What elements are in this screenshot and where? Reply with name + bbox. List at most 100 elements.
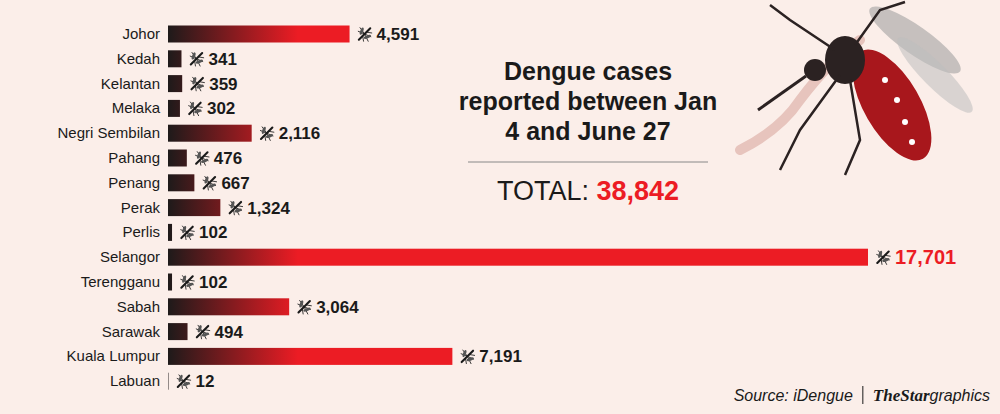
icon-legs <box>180 275 194 289</box>
category-label: Sabah <box>117 298 160 315</box>
icon-wing <box>189 101 194 109</box>
icon-wing <box>195 59 203 64</box>
icon-wing <box>359 27 364 35</box>
mosquito-icon <box>229 201 243 216</box>
data-label: 17,701 <box>895 246 956 268</box>
data-label: 102 <box>199 273 227 292</box>
icon-legs <box>260 127 274 141</box>
icon-legs <box>461 350 475 364</box>
mosquito-icon <box>298 300 312 315</box>
bar <box>168 125 252 142</box>
illustration-thorax <box>825 36 865 84</box>
icon-legs <box>180 226 194 240</box>
bar <box>168 50 181 67</box>
category-label: Johor <box>122 25 160 42</box>
illustration-leg <box>855 2 905 45</box>
icon-legs <box>196 325 210 339</box>
bar <box>168 323 188 340</box>
mosquito-icon <box>876 250 890 265</box>
data-label: 476 <box>214 149 242 168</box>
illustration-spot <box>909 139 915 145</box>
icon-wing <box>201 158 209 163</box>
icon-wing <box>303 307 311 312</box>
category-label: Sarawak <box>102 323 161 340</box>
bar <box>168 100 180 117</box>
bar <box>168 249 868 266</box>
category-label: Labuan <box>110 372 160 389</box>
mosquito-illustration <box>740 0 980 175</box>
category-label: Kedah <box>117 50 160 67</box>
icon-legs <box>177 375 191 389</box>
icon-legs <box>203 176 217 190</box>
labels: Johor4,591Kedah341Kelantan359Melaka302Ne… <box>57 25 956 391</box>
illustration-spot <box>882 77 888 83</box>
illustration-leg <box>845 80 860 175</box>
data-label: 302 <box>207 99 235 118</box>
mosquito-icon <box>203 176 217 191</box>
data-label: 4,591 <box>377 25 420 44</box>
credit: TheStargraphics <box>873 386 990 405</box>
icon-wing <box>299 300 304 308</box>
icon-legs <box>191 77 205 91</box>
mosquito-icon <box>180 275 194 290</box>
background <box>0 0 1000 414</box>
icon-wing <box>234 208 242 213</box>
icon-wing <box>466 357 474 362</box>
data-label: 3,064 <box>316 298 359 317</box>
category-label: Melaka <box>112 99 161 116</box>
data-label: 2,116 <box>279 124 321 143</box>
illustration-leg <box>770 5 835 50</box>
category-label: Kuala Lumpur <box>67 347 160 364</box>
icon-wing <box>182 381 190 386</box>
icon-legs <box>190 52 204 66</box>
icon-wing <box>191 52 196 60</box>
bar <box>168 150 187 167</box>
icon-wing <box>877 250 882 258</box>
icon-wing <box>196 84 204 89</box>
title-line: Dengue cases <box>504 57 672 85</box>
credit-logo: TheStar <box>873 386 930 405</box>
category-label: Penang <box>108 174 160 191</box>
icon-wing <box>181 275 186 283</box>
illustration-proboscis <box>758 76 806 110</box>
icon-wing <box>197 325 202 333</box>
mosquito-icon <box>188 101 202 116</box>
title: Dengue casesreported between Jan4 and Ju… <box>459 57 717 145</box>
title-line: reported between Jan <box>459 87 717 115</box>
icon-wing <box>208 183 216 188</box>
icon-wing <box>181 225 186 233</box>
mosquito-icon <box>191 77 205 92</box>
total: TOTAL: 38,842 <box>497 176 679 206</box>
data-label: 12 <box>195 372 214 391</box>
bar <box>168 174 194 191</box>
category-label: Terengganu <box>81 273 160 290</box>
data-label: 1,324 <box>247 199 290 218</box>
icon-wing <box>194 109 202 114</box>
category-label: Selangor <box>100 248 160 265</box>
mosquito-icon <box>358 27 372 42</box>
icon-wing <box>882 257 890 262</box>
icon-legs <box>188 102 202 116</box>
icon-legs <box>358 27 372 41</box>
bar <box>168 274 172 291</box>
icon-legs <box>195 151 209 165</box>
mosquito-icon <box>195 151 209 166</box>
category-label: Perak <box>121 199 161 216</box>
category-label: Negri Sembilan <box>57 124 160 141</box>
mosquito-icon <box>260 126 274 141</box>
illustration-spot <box>902 119 908 125</box>
illustration-spot <box>894 97 900 103</box>
icon-wing <box>196 151 201 159</box>
category-label: Pahang <box>108 149 160 166</box>
total-value: 38,842 <box>596 176 679 206</box>
icon-wing <box>261 126 266 134</box>
icon-legs <box>229 201 243 215</box>
icon-legs <box>876 251 890 265</box>
icon-wing <box>363 34 371 39</box>
mosquito-icon <box>461 349 475 364</box>
bar <box>168 348 452 365</box>
illustration-leg <box>780 75 840 170</box>
chart: Johor4,591Kedah341Kelantan359Melaka302Ne… <box>0 0 1000 414</box>
divider <box>468 162 708 163</box>
mosquito-icon <box>180 225 194 240</box>
